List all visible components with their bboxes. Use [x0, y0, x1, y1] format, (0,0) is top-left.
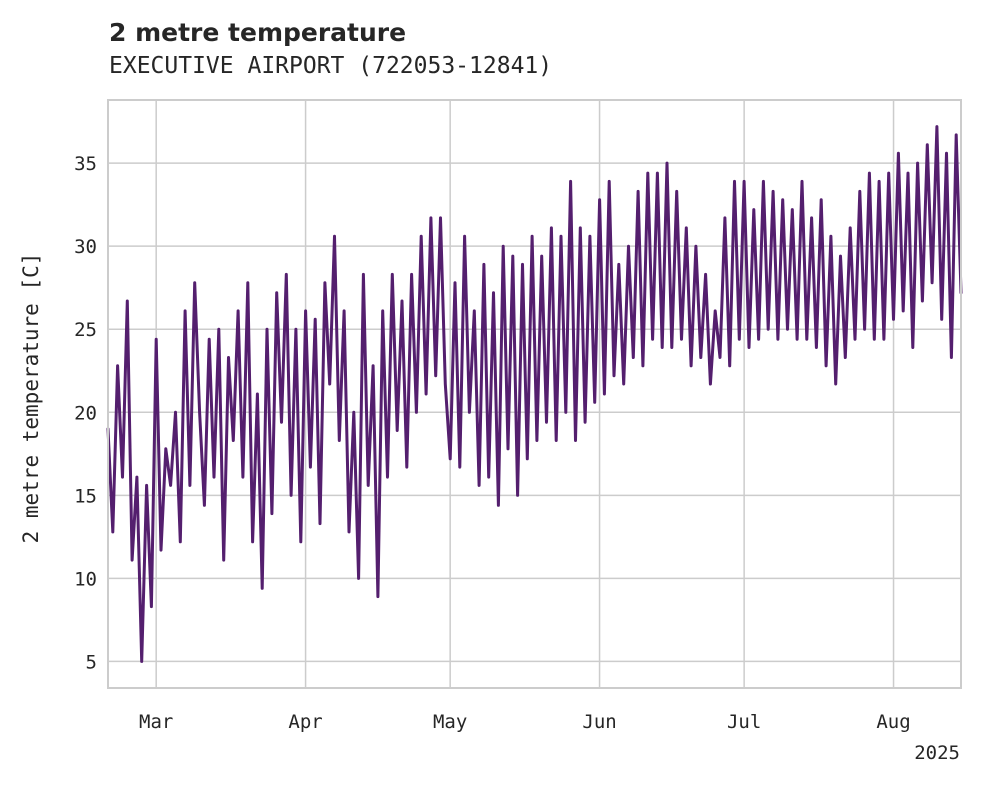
y-tick-label: 30 [74, 236, 97, 258]
y-tick-label: 25 [74, 319, 97, 341]
chart-subtitle: EXECUTIVE AIRPORT (722053-12841) [109, 53, 552, 79]
y-tick-label: 15 [74, 485, 97, 507]
x-tick-label: Jun [582, 711, 616, 733]
year-label: 2025 [914, 742, 960, 764]
series-layer [106, 125, 963, 663]
grid [108, 100, 961, 688]
temperature-line [106, 125, 963, 663]
y-tick-label: 20 [74, 402, 97, 424]
x-tick-label: Aug [876, 711, 910, 733]
plot-frame [107, 99, 962, 689]
y-tick-label: 35 [74, 153, 97, 175]
y-axis: 5 10 15 20 25 30 35 [74, 153, 97, 673]
y-tick-label: 10 [74, 568, 97, 590]
chart-title: 2 metre temperature [109, 18, 406, 47]
x-tick-label: Jul [727, 711, 761, 733]
x-tick-label: Mar [139, 711, 173, 733]
x-tick-label: May [433, 711, 467, 733]
x-axis: Mar Apr May Jun Jul Aug [139, 711, 911, 733]
y-tick-label: 5 [86, 651, 97, 673]
x-tick-label: Apr [288, 711, 322, 733]
y-axis-label: 2 metre temperature [C] [19, 253, 43, 544]
